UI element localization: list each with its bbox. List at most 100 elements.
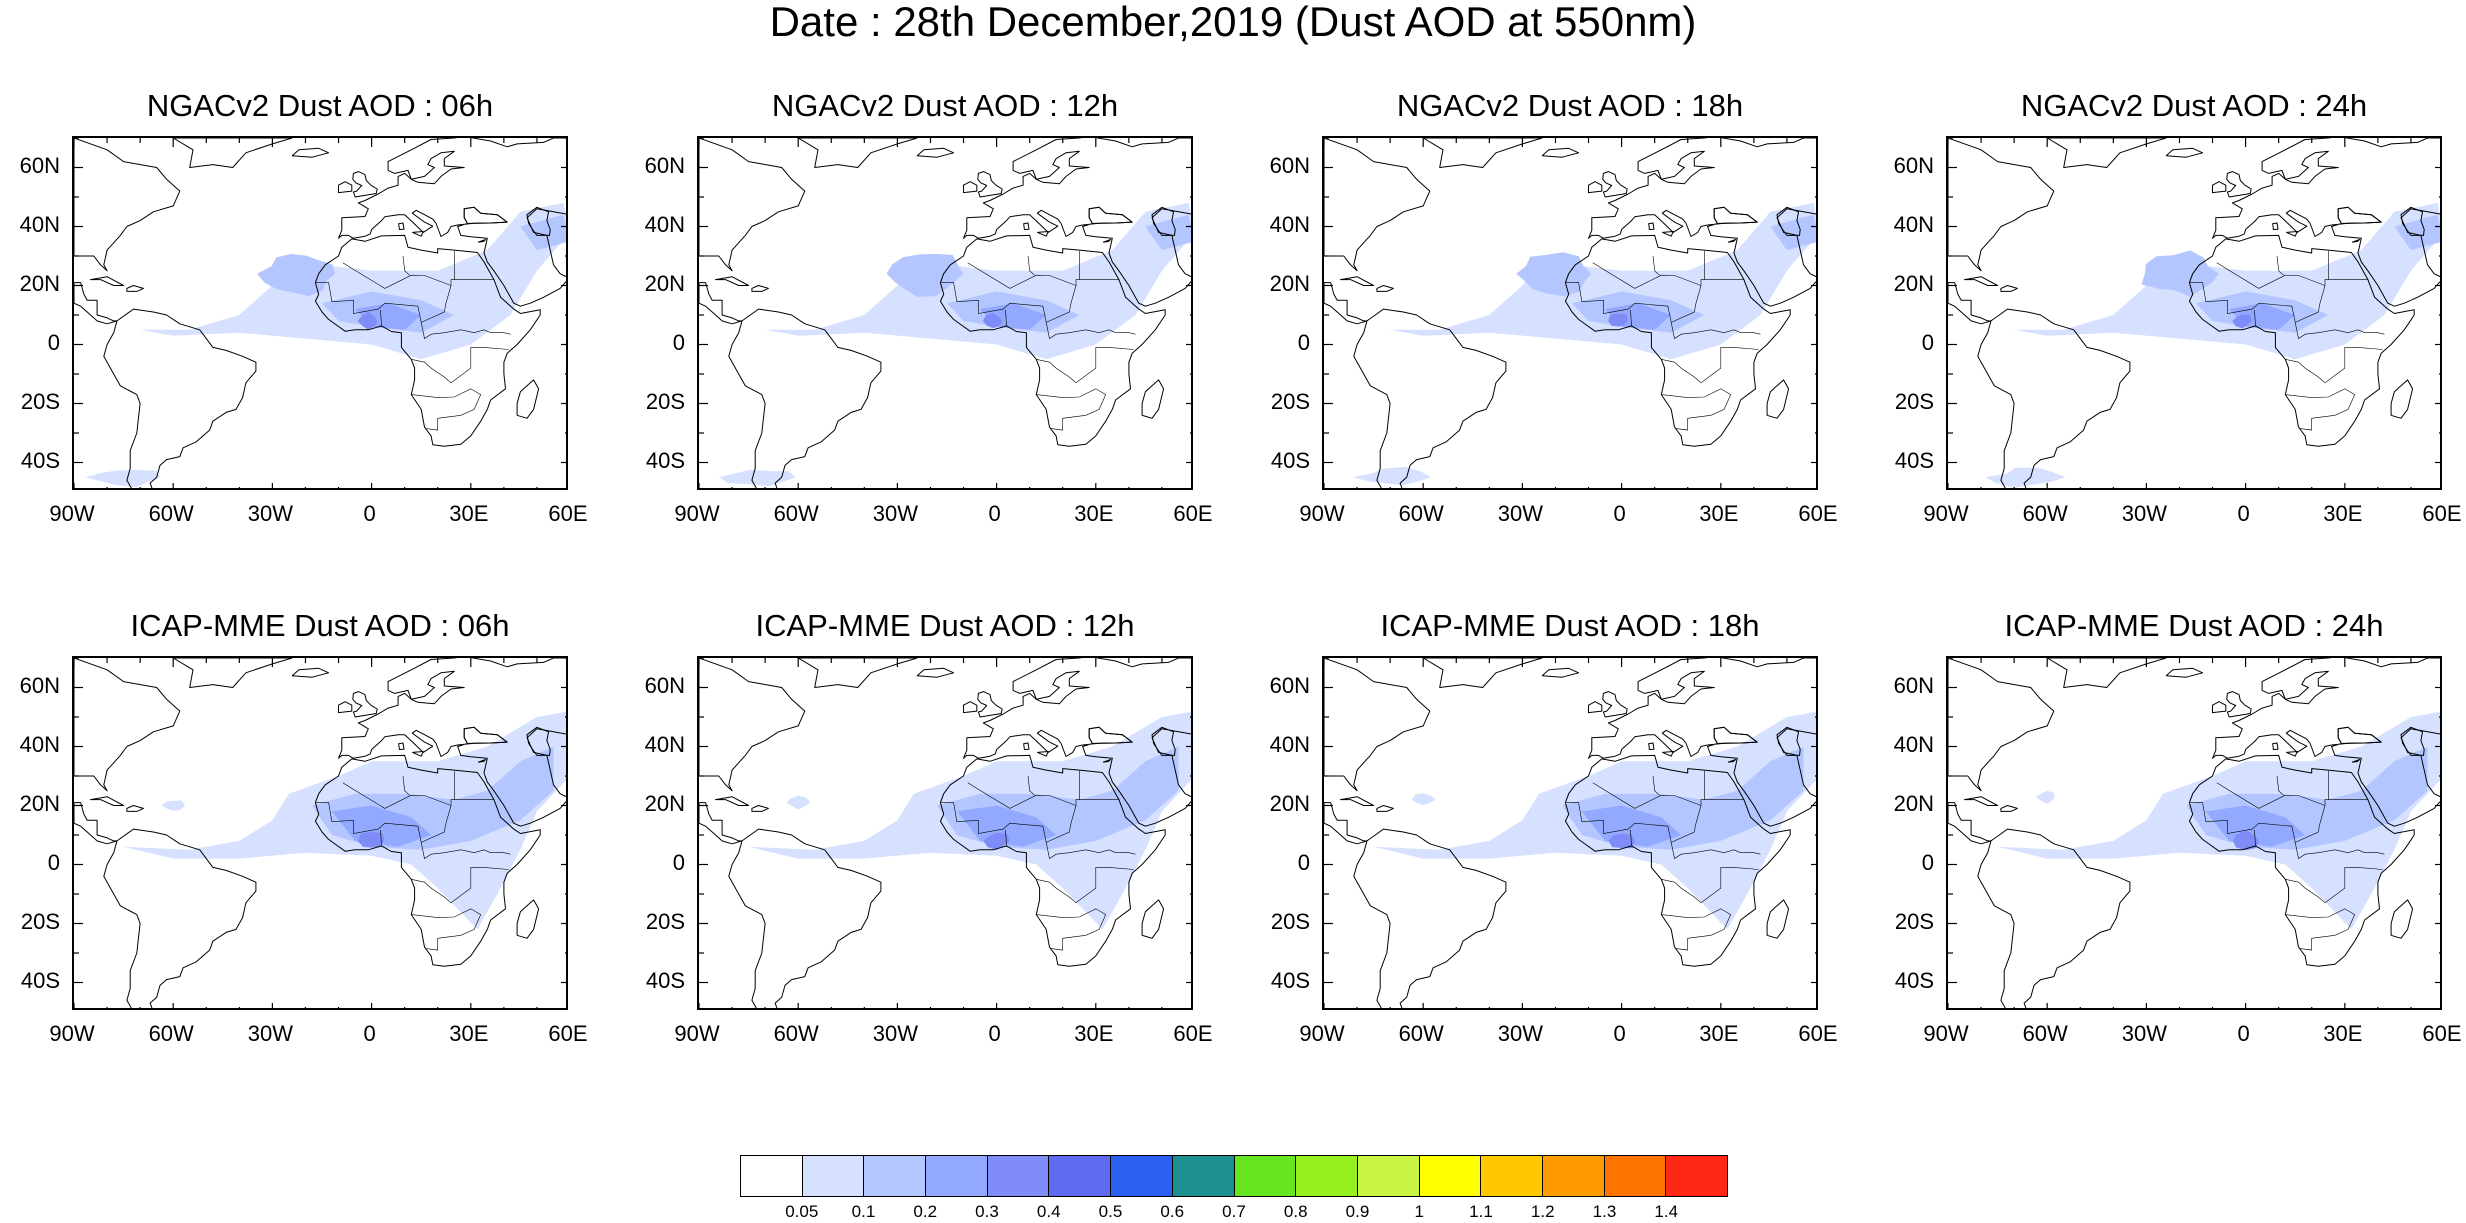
lon-tick-label: 30E xyxy=(2323,501,2363,526)
map-panel: ICAP-MME Dust AOD : 18h 60N 40N 20N 0 20S 40S 9… xyxy=(1270,608,1838,1046)
map-panel: ICAP-MME Dust AOD : 24h 60N 40N 20N 0 20S 40S 9… xyxy=(1894,608,2462,1046)
lake-caspian xyxy=(1151,206,1176,236)
lake-caspian xyxy=(1151,726,1176,756)
lat-tick-label: 0 xyxy=(1297,329,1310,355)
lat-tick-label: 40N xyxy=(19,211,60,237)
coastline-ireland xyxy=(338,701,353,714)
coastline-southAmerica xyxy=(1977,828,2131,1008)
coastline-sardinia xyxy=(2272,742,2279,750)
lake-caspian xyxy=(526,726,551,756)
coastline-ireland xyxy=(2212,701,2227,714)
colorbar-swatch xyxy=(1049,1156,1112,1196)
lat-tick-label: 60N xyxy=(1893,672,1934,698)
coastline-sicily xyxy=(2286,751,2298,757)
country-border xyxy=(2285,388,2356,431)
country-border xyxy=(2189,282,2385,340)
dust-aod-contour xyxy=(1411,793,1436,806)
country-border xyxy=(411,388,482,431)
coastline-madagascar xyxy=(1766,899,1790,939)
dust-aod-contour xyxy=(786,795,811,810)
coastline-northAmerica xyxy=(699,138,806,272)
panel-title: NGACv2 Dust AOD : 18h xyxy=(1396,88,1744,123)
coastline-africa xyxy=(314,754,541,967)
coastline-cuba xyxy=(715,276,750,286)
lon-tick-label: 30E xyxy=(1699,1021,1739,1046)
lat-tick-label: 0 xyxy=(47,329,60,355)
coastline-cuba xyxy=(715,796,750,806)
map-frame xyxy=(697,136,1193,490)
map-plot: 60N 40N 20N 0 20S 40S 90W 60W 30W 0 30E 60E xyxy=(20,656,588,1046)
lon-tick-label: 30W xyxy=(2121,1021,2168,1046)
colorbar-level-label: 0.1 xyxy=(851,1202,876,1221)
lat-tick-label: 40S xyxy=(1894,967,1934,993)
dust-aod-contour xyxy=(1985,467,2066,488)
map-frame xyxy=(72,656,568,1010)
lon-tick-label: 0 xyxy=(2237,501,2250,526)
coastline-cyprus xyxy=(477,239,487,243)
dust-aod-contour xyxy=(1516,252,1592,297)
colorbar-level-label: 0.05 xyxy=(785,1202,819,1221)
lon-tick-label: 30W xyxy=(1497,501,1544,526)
lon-tick-label: 30W xyxy=(247,1021,294,1046)
coastline-eurasia xyxy=(1588,138,1816,307)
panel-title: ICAP-MME Dust AOD : 18h xyxy=(1380,608,1760,643)
lat-tick-label: 60N xyxy=(19,152,60,178)
country-border xyxy=(1005,309,1007,326)
coastline-madagascar xyxy=(2390,899,2414,939)
lake-caspian xyxy=(2400,206,2425,236)
dust-aod-contour xyxy=(140,202,566,360)
country-border xyxy=(1592,782,1744,809)
coastline-ireland xyxy=(338,181,353,194)
dust-aod-contour xyxy=(1770,214,1816,251)
coastline-hispaniola xyxy=(2000,285,2018,292)
dust-aod-contour xyxy=(520,214,566,251)
coastline-sardinia xyxy=(398,222,405,230)
lat-tick-label: 40N xyxy=(644,731,685,757)
coastline-greenland xyxy=(2046,138,2167,168)
dust-aod-contour xyxy=(1608,313,1628,327)
coastline-greenland xyxy=(797,138,918,168)
coastline-cyprus xyxy=(477,759,487,763)
country-border xyxy=(2189,802,2385,860)
lon-tick-label: 60W xyxy=(148,501,194,526)
lon-tick-label: 90W xyxy=(1923,1021,1969,1046)
dust-map xyxy=(74,658,566,1008)
map-frame xyxy=(697,656,1193,1010)
colorbar-swatch xyxy=(1419,1156,1482,1196)
dust-aod-contour xyxy=(765,202,1191,360)
colorbar-level-label: 1.2 xyxy=(1530,1202,1555,1221)
country-border xyxy=(411,867,509,904)
lon-tick-label: 60E xyxy=(1173,1021,1213,1046)
coastline-britain xyxy=(352,691,378,718)
coastline-britain xyxy=(977,171,1003,198)
coastline-northAmerica xyxy=(699,658,806,792)
colorbar-swatch xyxy=(802,1156,865,1196)
coastline-sardinia xyxy=(1648,222,1655,230)
map-plot: 60N 40N 20N 0 20S 40S 90W 60W 30W 0 30E 60E xyxy=(1894,656,2462,1046)
coastline-hispaniola xyxy=(751,805,769,812)
lat-tick-label: 20N xyxy=(19,270,60,296)
lon-tick-label: 60W xyxy=(1398,1021,1444,1046)
lon-tick-label: 30W xyxy=(2121,501,2168,526)
coastline-cuba xyxy=(1964,796,1999,806)
coastline-cyprus xyxy=(1102,239,1112,243)
lat-tick-label: 0 xyxy=(1921,329,1934,355)
coastline-eurasia xyxy=(338,658,566,827)
coastline-sardinia xyxy=(1648,742,1655,750)
lon-tick-label: 60E xyxy=(548,1021,588,1046)
dust-aod-contour xyxy=(2014,202,2440,360)
country-border xyxy=(2216,782,2368,809)
lat-tick-label: 20N xyxy=(1893,270,1934,296)
colorbar-level-label: 0.2 xyxy=(913,1202,938,1221)
colorbar-swatch xyxy=(741,1156,803,1196)
coastline-southAmerica xyxy=(1977,308,2131,488)
lat-tick-label: 0 xyxy=(672,849,685,875)
coastline-britain xyxy=(2226,171,2252,198)
lon-tick-label: 0 xyxy=(363,501,376,526)
lat-tick-label: 20N xyxy=(19,790,60,816)
lat-tick-label: 20N xyxy=(644,270,685,296)
lat-tick-label: 0 xyxy=(1297,849,1310,875)
lon-tick-label: 60W xyxy=(2022,501,2068,526)
map-frame xyxy=(1322,656,1818,1010)
lat-tick-label: 60N xyxy=(644,152,685,178)
